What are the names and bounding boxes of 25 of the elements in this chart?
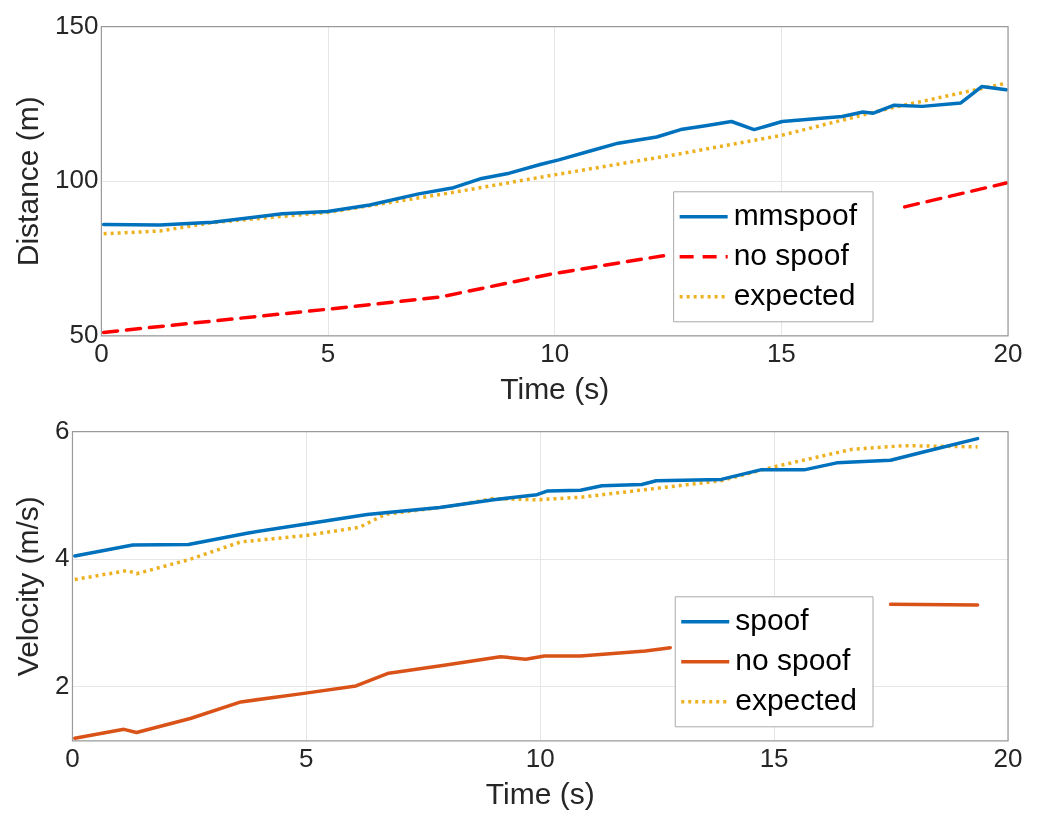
y-tick-label: 2 xyxy=(54,669,70,700)
y-axis-title: Velocity (m/s) xyxy=(11,496,45,677)
x-tick-label: 10 xyxy=(540,337,570,368)
y-tick-label: 150 xyxy=(54,9,99,40)
legend-label: no spoof xyxy=(735,643,851,677)
x-tick-label: 20 xyxy=(993,742,1023,773)
legend-label: spoof xyxy=(735,603,810,637)
x-tick-label: 5 xyxy=(320,337,336,368)
line-series xyxy=(73,443,980,582)
x-tick-label: 20 xyxy=(993,337,1023,368)
y-axis-title: Distance (m) xyxy=(11,96,45,267)
x-tick-label: 5 xyxy=(299,742,314,773)
legend-label: mmspoof xyxy=(733,198,858,232)
x-axis-title: Time (s) xyxy=(485,777,595,811)
y-tick-label: 4 xyxy=(54,542,70,573)
legend-label: no spoof xyxy=(733,238,850,272)
y-tick-label: 100 xyxy=(54,164,99,195)
x-tick-label: 15 xyxy=(759,742,789,773)
legend-label: expected xyxy=(733,278,856,312)
y-tick-label: 6 xyxy=(54,414,70,445)
x-tick-label: 10 xyxy=(525,742,555,773)
x-axis-title: Time (s) xyxy=(500,372,610,406)
x-tick-label: 15 xyxy=(766,337,796,368)
legend-label: expected xyxy=(735,683,858,717)
x-tick-label: 0 xyxy=(65,742,80,773)
